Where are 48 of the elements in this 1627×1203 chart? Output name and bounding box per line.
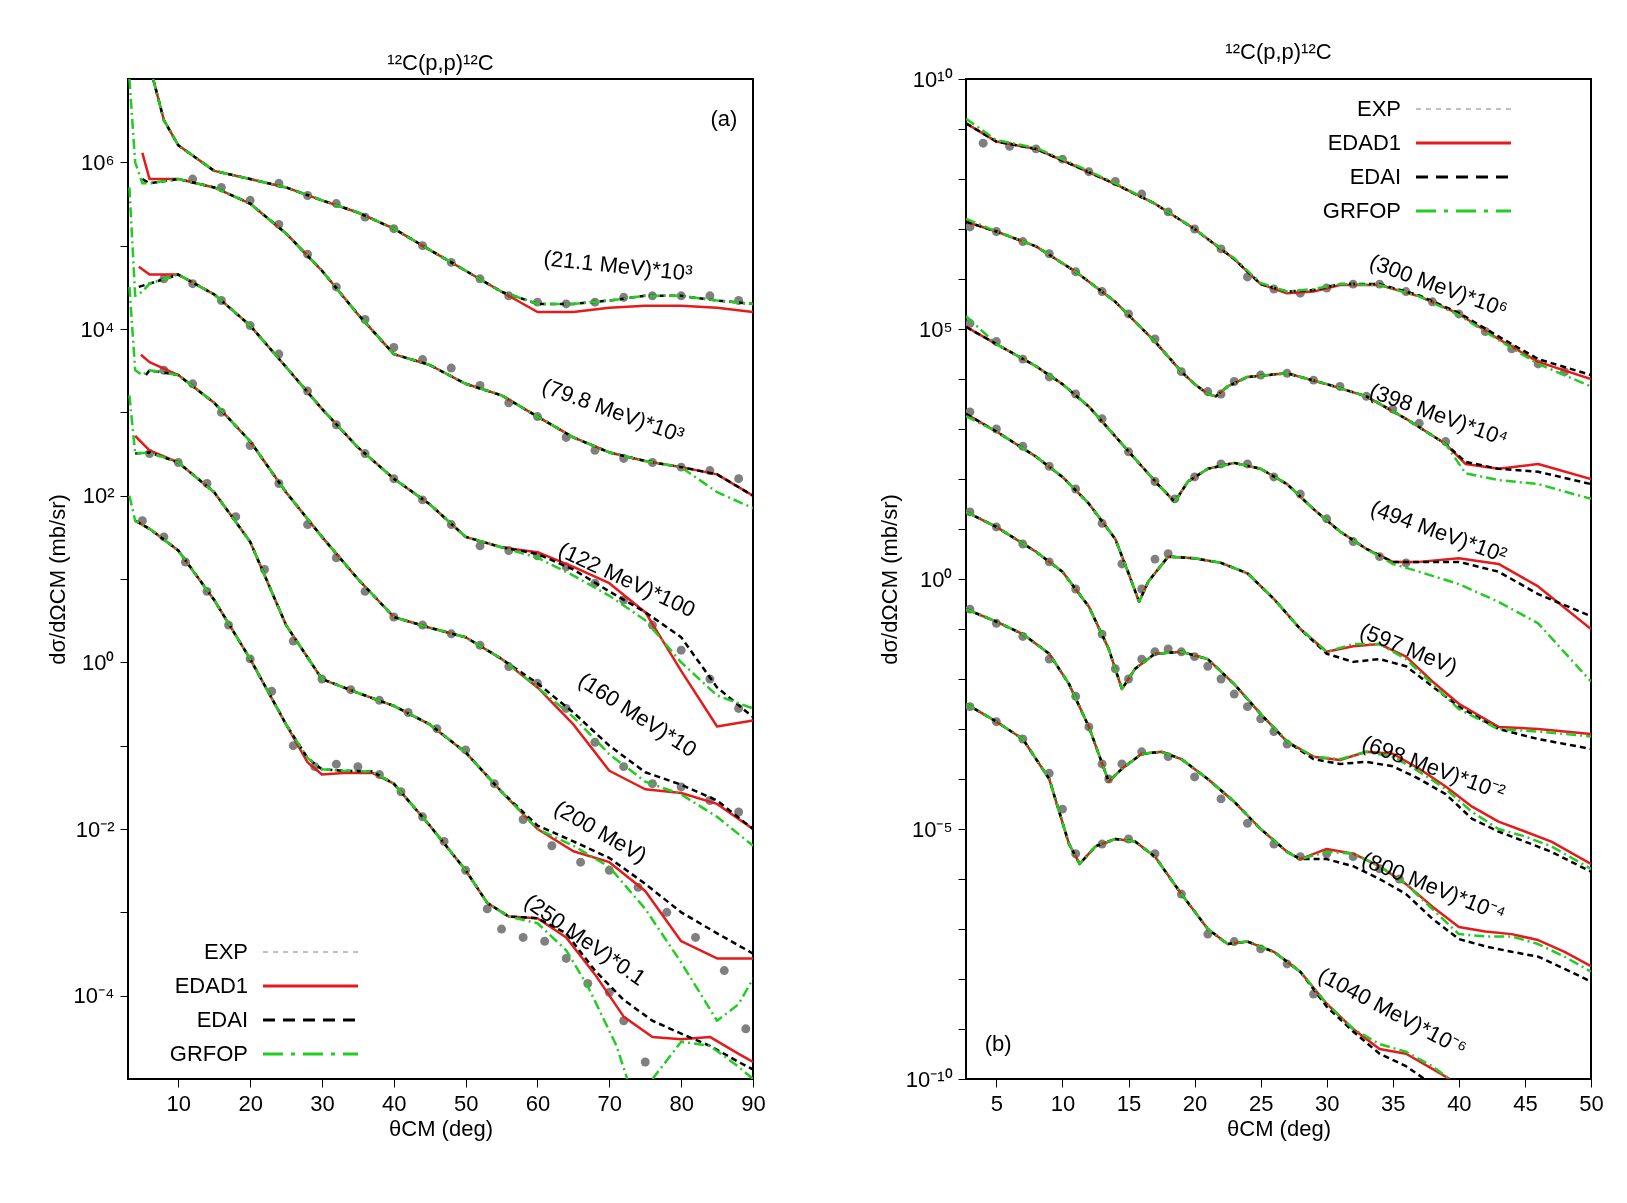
legend-label: EXP (203, 939, 248, 964)
x-tick-label: 5 (990, 1090, 1004, 1116)
x-tick-label: 40 (1447, 1090, 1472, 1116)
y-tick-label: 10⁻¹⁰ (905, 1066, 953, 1092)
chart-title: ¹²C(p,p)¹²C (387, 50, 494, 75)
legend-label: EXP (1356, 96, 1401, 121)
y-axis-title: dσ/dΩCM (mb/sr) (44, 494, 70, 665)
y-tick-label: 10⁵ (918, 316, 953, 342)
x-tick-label: 20 (238, 1090, 263, 1116)
annotation: (b) (984, 1031, 1012, 1056)
x-tick-label: 50 (453, 1090, 479, 1116)
x-tick-label: 35 (1381, 1090, 1406, 1116)
x-axis-title: θCM (deg) (1227, 1115, 1331, 1141)
x-tick-label: 10 (166, 1090, 192, 1116)
x-tick-label: 60 (525, 1090, 551, 1116)
y-tick-label: 10² (82, 483, 115, 509)
y-tick-label: 10⁻⁴ (73, 983, 115, 1009)
x-tick-label: 30 (1314, 1090, 1340, 1116)
y-tick-label: 10⁰ (82, 649, 115, 675)
y-tick-label: 10⁴ (80, 316, 115, 342)
legend-label: EDAI (1349, 164, 1401, 189)
legend-label: EDAI (196, 1007, 248, 1032)
x-tick-label: 10 (1050, 1090, 1076, 1116)
x-tick-label: 40 (382, 1090, 407, 1116)
x-tick-label: 45 (1513, 1090, 1538, 1116)
x-tick-label: 90 (741, 1090, 766, 1116)
legend-label: EDAD1 (1327, 130, 1401, 155)
legend-label: GRFOP (1322, 198, 1401, 223)
x-tick-label: 25 (1248, 1090, 1274, 1116)
y-tick-label: 10⁻² (75, 816, 115, 842)
x-tick-label: 30 (310, 1090, 335, 1116)
legend-label: GRFOP (169, 1041, 248, 1066)
y-axis-title: dσ/dΩCM (mb/sr) (876, 494, 902, 665)
y-tick-label: 10⁻⁵ (911, 816, 953, 842)
y-tick-label: 10⁰ (920, 566, 953, 592)
x-tick-label: 70 (597, 1090, 623, 1116)
x-tick-label: 20 (1182, 1090, 1208, 1116)
annotation: (597 MeV) (1356, 617, 1461, 680)
y-tick-label: 10⁶ (80, 149, 115, 175)
legend-label: EDAD1 (174, 973, 248, 998)
x-tick-label: 80 (669, 1090, 694, 1116)
annotation: (a) (710, 106, 738, 131)
chart-title: ¹²C(p,p)¹²C (1225, 39, 1332, 64)
x-axis-title: θCM (deg) (389, 1115, 493, 1141)
x-tick-label: 50 (1579, 1090, 1604, 1116)
x-tick-label: 15 (1116, 1090, 1142, 1116)
annotation: (21.1 MeV)*10³ (542, 245, 694, 286)
y-tick-label: 10¹⁰ (912, 66, 953, 92)
